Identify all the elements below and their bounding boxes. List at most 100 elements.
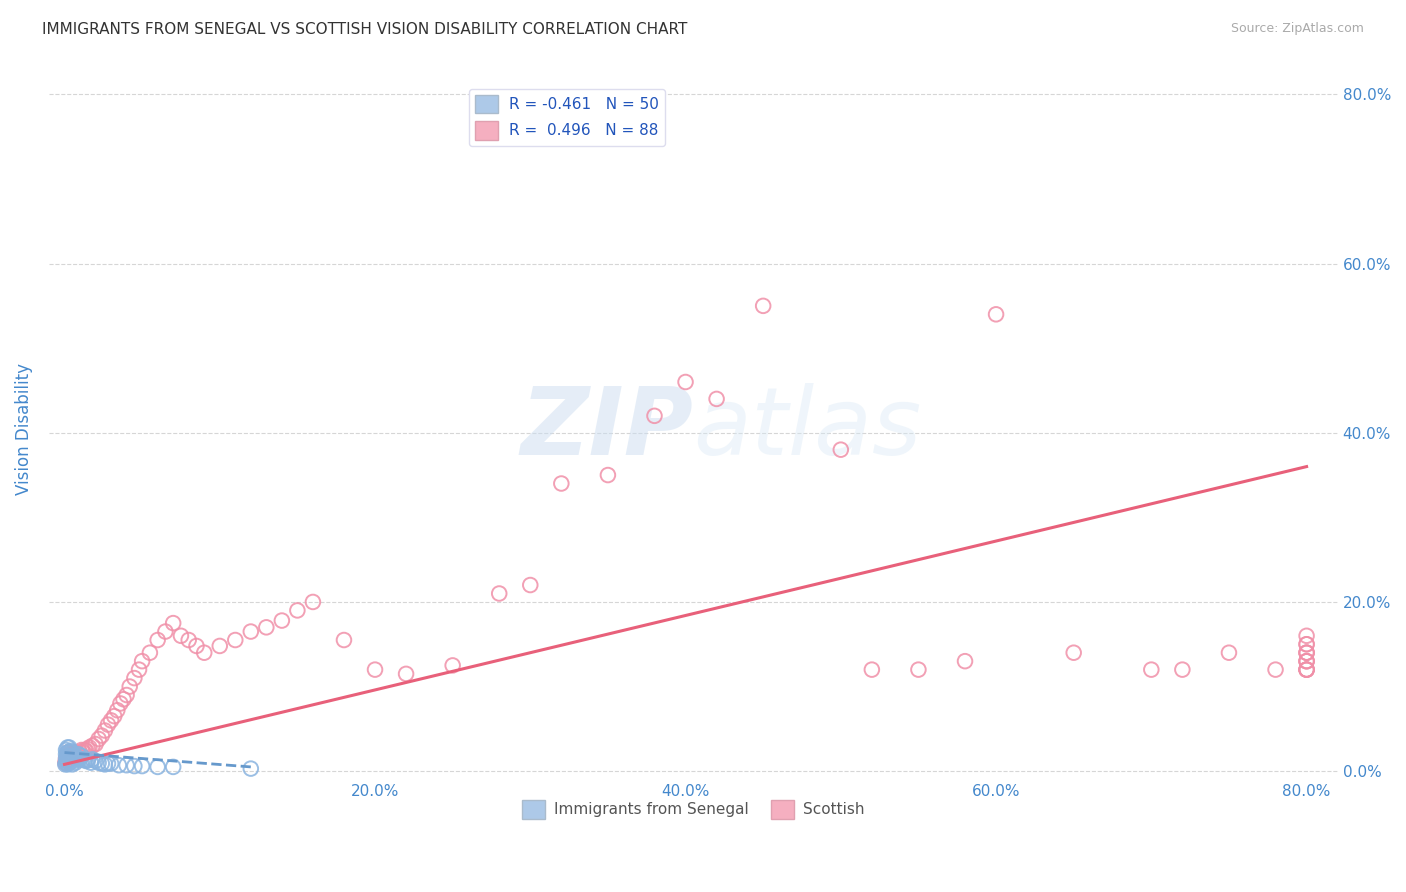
Point — [73, 743, 96, 757]
Point — [108, 758, 131, 772]
Point — [82, 752, 104, 766]
Point — [59, 748, 82, 763]
Point — [1140, 663, 1163, 677]
Point — [56, 748, 79, 763]
Point — [254, 620, 277, 634]
Point — [131, 654, 153, 668]
Point — [333, 633, 356, 648]
Point — [115, 688, 138, 702]
Point — [1295, 663, 1317, 677]
Point — [1295, 646, 1317, 660]
Point — [58, 756, 80, 770]
Point — [103, 709, 125, 723]
Point — [155, 624, 177, 639]
Point — [55, 747, 77, 762]
Point — [1295, 663, 1317, 677]
Point — [58, 748, 80, 763]
Point — [97, 717, 120, 731]
Point — [1295, 654, 1317, 668]
Point — [1063, 646, 1085, 660]
Point — [115, 758, 138, 772]
Point — [1295, 663, 1317, 677]
Point — [139, 646, 162, 660]
Point — [76, 742, 98, 756]
Point — [706, 392, 728, 406]
Point — [186, 639, 208, 653]
Point — [1295, 629, 1317, 643]
Point — [364, 663, 387, 677]
Point — [1295, 654, 1317, 668]
Point — [550, 476, 572, 491]
Point — [128, 663, 150, 677]
Text: ZIP: ZIP — [520, 383, 693, 475]
Point — [75, 744, 97, 758]
Point — [90, 756, 112, 771]
Point — [97, 756, 120, 771]
Point — [56, 754, 79, 768]
Point — [860, 663, 883, 677]
Point — [112, 692, 135, 706]
Point — [87, 731, 110, 746]
Point — [162, 760, 184, 774]
Point — [56, 740, 79, 755]
Point — [56, 748, 79, 763]
Point — [53, 757, 76, 772]
Point — [1295, 646, 1317, 660]
Point — [55, 751, 77, 765]
Point — [55, 751, 77, 765]
Point — [84, 737, 107, 751]
Point — [66, 751, 89, 765]
Point — [395, 666, 418, 681]
Point — [60, 757, 83, 772]
Point — [62, 754, 84, 768]
Point — [84, 754, 107, 768]
Text: IMMIGRANTS FROM SENEGAL VS SCOTTISH VISION DISABILITY CORRELATION CHART: IMMIGRANTS FROM SENEGAL VS SCOTTISH VISI… — [42, 22, 688, 37]
Point — [94, 757, 117, 772]
Point — [146, 633, 169, 648]
Point — [752, 299, 775, 313]
Point — [1264, 663, 1286, 677]
Point — [62, 748, 84, 763]
Point — [270, 614, 292, 628]
Point — [59, 754, 82, 768]
Point — [100, 714, 122, 728]
Point — [488, 586, 510, 600]
Point — [287, 603, 309, 617]
Point — [60, 747, 83, 762]
Point — [984, 307, 1007, 321]
Point — [90, 729, 112, 743]
Point — [1295, 637, 1317, 651]
Point — [124, 671, 146, 685]
Point — [907, 663, 929, 677]
Point — [56, 754, 79, 768]
Point — [131, 759, 153, 773]
Point — [80, 756, 103, 770]
Point — [60, 751, 83, 765]
Point — [830, 442, 852, 457]
Point — [58, 747, 80, 762]
Point — [100, 756, 122, 771]
Point — [66, 746, 89, 760]
Point — [58, 745, 80, 759]
Point — [94, 723, 117, 738]
Point — [66, 748, 89, 763]
Point — [118, 680, 141, 694]
Point — [441, 658, 464, 673]
Point — [239, 762, 262, 776]
Point — [1295, 646, 1317, 660]
Point — [643, 409, 665, 423]
Point — [60, 746, 83, 760]
Point — [70, 743, 93, 757]
Point — [58, 740, 80, 755]
Point — [56, 746, 79, 760]
Point — [59, 748, 82, 763]
Point — [1295, 663, 1317, 677]
Point — [60, 748, 83, 763]
Point — [59, 744, 82, 758]
Point — [69, 752, 91, 766]
Point — [302, 595, 325, 609]
Point — [56, 757, 79, 772]
Point — [105, 703, 128, 717]
Point — [1295, 654, 1317, 668]
Point — [55, 756, 77, 770]
